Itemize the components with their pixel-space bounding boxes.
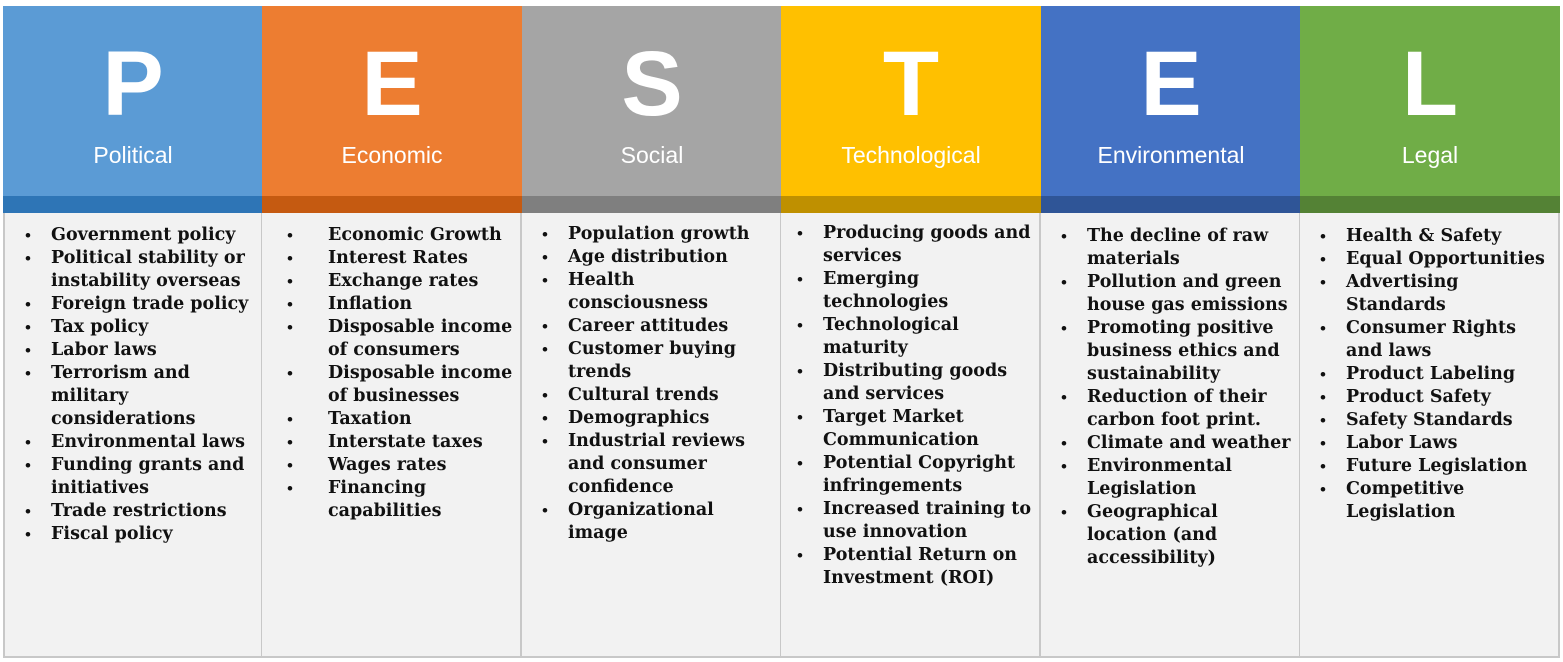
list-economic: Economic GrowthInterest RatesExchange ra…: [262, 213, 522, 658]
list-item: Government policy: [25, 224, 256, 247]
list-item: Target Market Communication: [797, 406, 1035, 452]
label-economic: Economic: [341, 142, 443, 168]
list-item: Disposable income of businesses: [287, 362, 513, 408]
header-legal: L Legal: [1300, 6, 1560, 196]
list-item: Political stability or instability overs…: [25, 247, 256, 293]
column-political: P Political Government policyPolitical s…: [3, 6, 263, 658]
list-item: Funding grants and initiatives: [25, 454, 256, 500]
header-social: S Social: [522, 6, 782, 196]
band-political: [3, 196, 263, 213]
list-item: Consumer Rights and laws: [1320, 317, 1556, 363]
list-item: Promoting positive business ethics and s…: [1061, 317, 1297, 386]
list-item: Producing goods and services: [797, 222, 1035, 268]
list-item: Product Safety: [1320, 386, 1556, 409]
list-item: Population growth: [542, 223, 778, 246]
column-economic: E Economic Economic GrowthInterest Rates…: [262, 6, 522, 658]
header-political: P Political: [3, 6, 263, 196]
letter-l: L: [1401, 33, 1459, 135]
list-item: Product Labeling: [1320, 363, 1556, 386]
list-item: Fiscal policy: [25, 523, 256, 546]
letter-p: P: [102, 33, 164, 135]
label-political: Political: [93, 142, 173, 168]
list-item: Taxation: [287, 408, 513, 431]
list-political: Government policyPolitical stability or …: [3, 213, 263, 658]
list-item: Environmental Legislation: [1061, 455, 1297, 501]
list-item: Climate and weather: [1061, 432, 1297, 455]
list-item: Distributing goods and services: [797, 360, 1035, 406]
list-item: Increased training to use innovation: [797, 498, 1035, 544]
letter-t: T: [882, 33, 940, 135]
list-item: Tax policy: [25, 316, 256, 339]
list-item: Reduction of their carbon foot print.: [1061, 386, 1297, 432]
list-item: Cultural trends: [542, 384, 778, 407]
label-environmental: Environmental: [1097, 142, 1245, 168]
header-environmental: E Environmental: [1041, 6, 1301, 196]
list-item: Wages rates: [287, 454, 513, 477]
band-social: [522, 196, 782, 213]
list-item: Age distribution: [542, 246, 778, 269]
list-item: Career attitudes: [542, 315, 778, 338]
header-economic: E Economic: [262, 6, 522, 196]
list-item: Foreign trade policy: [25, 293, 256, 316]
column-technological: T Technological Producing goods and serv…: [781, 6, 1041, 658]
list-item: Industrial reviews and consumer confiden…: [542, 430, 778, 499]
list-item: Interstate taxes: [287, 431, 513, 454]
list-item: Inflation: [287, 293, 513, 316]
column-environmental: E Environmental The decline of raw mater…: [1041, 6, 1301, 658]
letter-e: E: [361, 33, 423, 135]
band-technological: [781, 196, 1041, 213]
list-item: Safety Standards: [1320, 409, 1556, 432]
list-item: Future Legislation: [1320, 455, 1556, 478]
list-item: Potential Return on Investment (ROI): [797, 544, 1035, 590]
list-item: Economic Growth: [287, 224, 513, 247]
column-social: S Social Population growthAge distributi…: [522, 6, 782, 658]
column-legal: L Legal Health & SafetyEqual Opportuniti…: [1300, 6, 1560, 658]
list-item: Trade restrictions: [25, 500, 256, 523]
list-item: Geographical location (and accessibility…: [1061, 501, 1297, 570]
list-item: Financing capabilities: [287, 477, 513, 523]
list-item: Health & Safety: [1320, 225, 1556, 248]
list-item: Labor Laws: [1320, 432, 1556, 455]
list-item: Disposable income of consumers: [287, 316, 513, 362]
list-item: Technological maturity: [797, 314, 1035, 360]
band-economic: [262, 196, 522, 213]
list-environmental: The decline of raw materialsPollution an…: [1041, 213, 1301, 658]
list-item: Emerging technologies: [797, 268, 1035, 314]
letter-s: S: [621, 33, 683, 135]
band-environmental: [1041, 196, 1301, 213]
list-technological: Producing goods and servicesEmerging tec…: [781, 213, 1041, 658]
list-item: Competitive Legislation: [1320, 478, 1556, 524]
label-technological: Technological: [841, 142, 981, 168]
letter-e: E: [1140, 33, 1202, 135]
list-item: The decline of raw materials: [1061, 225, 1297, 271]
list-item: Pollution and green house gas emissions: [1061, 271, 1297, 317]
list-item: Demographics: [542, 407, 778, 430]
band-legal: [1300, 196, 1560, 213]
pestel-diagram: P Political Government policyPolitical s…: [3, 6, 1560, 658]
list-item: Environmental laws: [25, 431, 256, 454]
list-item: Advertising Standards: [1320, 271, 1556, 317]
list-item: Exchange rates: [287, 270, 513, 293]
list-item: Labor laws: [25, 339, 256, 362]
list-item: Health consciousness: [542, 269, 778, 315]
list-item: Customer buying trends: [542, 338, 778, 384]
list-item: Equal Opportunities: [1320, 248, 1556, 271]
header-technological: T Technological: [781, 6, 1041, 196]
list-item: Organizational image: [542, 499, 778, 545]
label-social: Social: [620, 142, 684, 168]
list-social: Population growthAge distributionHealth …: [522, 213, 782, 658]
label-legal: Legal: [1401, 142, 1459, 168]
list-item: Interest Rates: [287, 247, 513, 270]
list-legal: Health & SafetyEqual OpportunitiesAdvert…: [1300, 213, 1560, 658]
list-item: Terrorism and military considerations: [25, 362, 256, 431]
list-item: Potential Copyright infringements: [797, 452, 1035, 498]
